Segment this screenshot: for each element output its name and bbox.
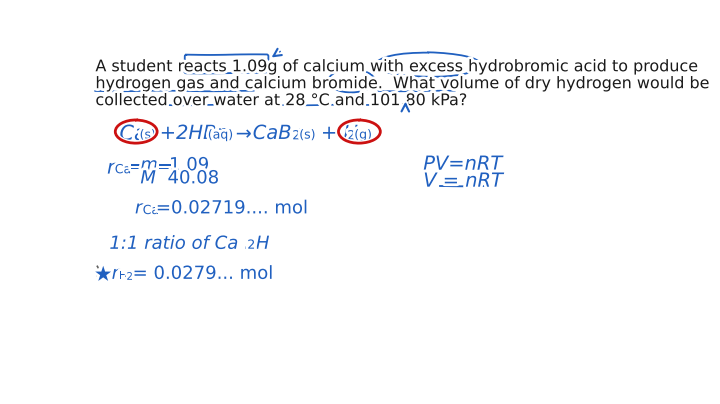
Text: V = nRT: V = nRT: [423, 172, 503, 191]
Text: n: n: [112, 265, 123, 283]
Text: →: →: [235, 125, 252, 144]
Text: 2: 2: [347, 129, 355, 142]
Text: 40.08: 40.08: [168, 169, 219, 187]
Text: m: m: [140, 156, 158, 174]
Text: ★: ★: [94, 265, 112, 285]
Text: (aq): (aq): [208, 128, 233, 141]
Text: hydrogen gas and calcium bromide.  What volume of dry hydrogen would be: hydrogen gas and calcium bromide. What v…: [96, 76, 714, 91]
Text: (s): (s): [300, 128, 315, 141]
Text: =: =: [129, 159, 144, 177]
Text: 1:1 ratio of Ca : H: 1:1 ratio of Ca : H: [109, 235, 269, 253]
Text: A student reacts 1.09g of calcium with excess hydrobromic acid to produce: A student reacts 1.09g of calcium with e…: [96, 59, 701, 74]
Text: n: n: [107, 159, 120, 178]
Text: =: =: [158, 159, 172, 177]
Text: =0.02719.... mol: =0.02719.... mol: [156, 200, 307, 217]
Text: 2: 2: [292, 129, 300, 142]
Text: H: H: [119, 269, 127, 282]
Text: = 0.0279... mol: = 0.0279... mol: [132, 265, 273, 283]
Text: Ca: Ca: [114, 163, 131, 176]
Text: Ca: Ca: [143, 204, 159, 217]
Text: (s): (s): [140, 128, 156, 141]
Text: n: n: [135, 200, 146, 217]
Text: + H: + H: [321, 124, 359, 143]
Text: 2: 2: [127, 272, 133, 282]
Text: (g): (g): [354, 128, 372, 141]
Text: 2: 2: [248, 239, 255, 252]
Text: Ca: Ca: [120, 124, 147, 144]
Text: PV=nRT: PV=nRT: [423, 155, 503, 174]
Text: collected over water at 28 °C and 101.80 kPa?: collected over water at 28 °C and 101.80…: [96, 93, 469, 108]
Text: CaBr: CaBr: [253, 124, 300, 143]
Text: 1.09: 1.09: [169, 156, 209, 174]
Text: +2HBr: +2HBr: [160, 124, 225, 143]
Text: M: M: [140, 169, 156, 187]
